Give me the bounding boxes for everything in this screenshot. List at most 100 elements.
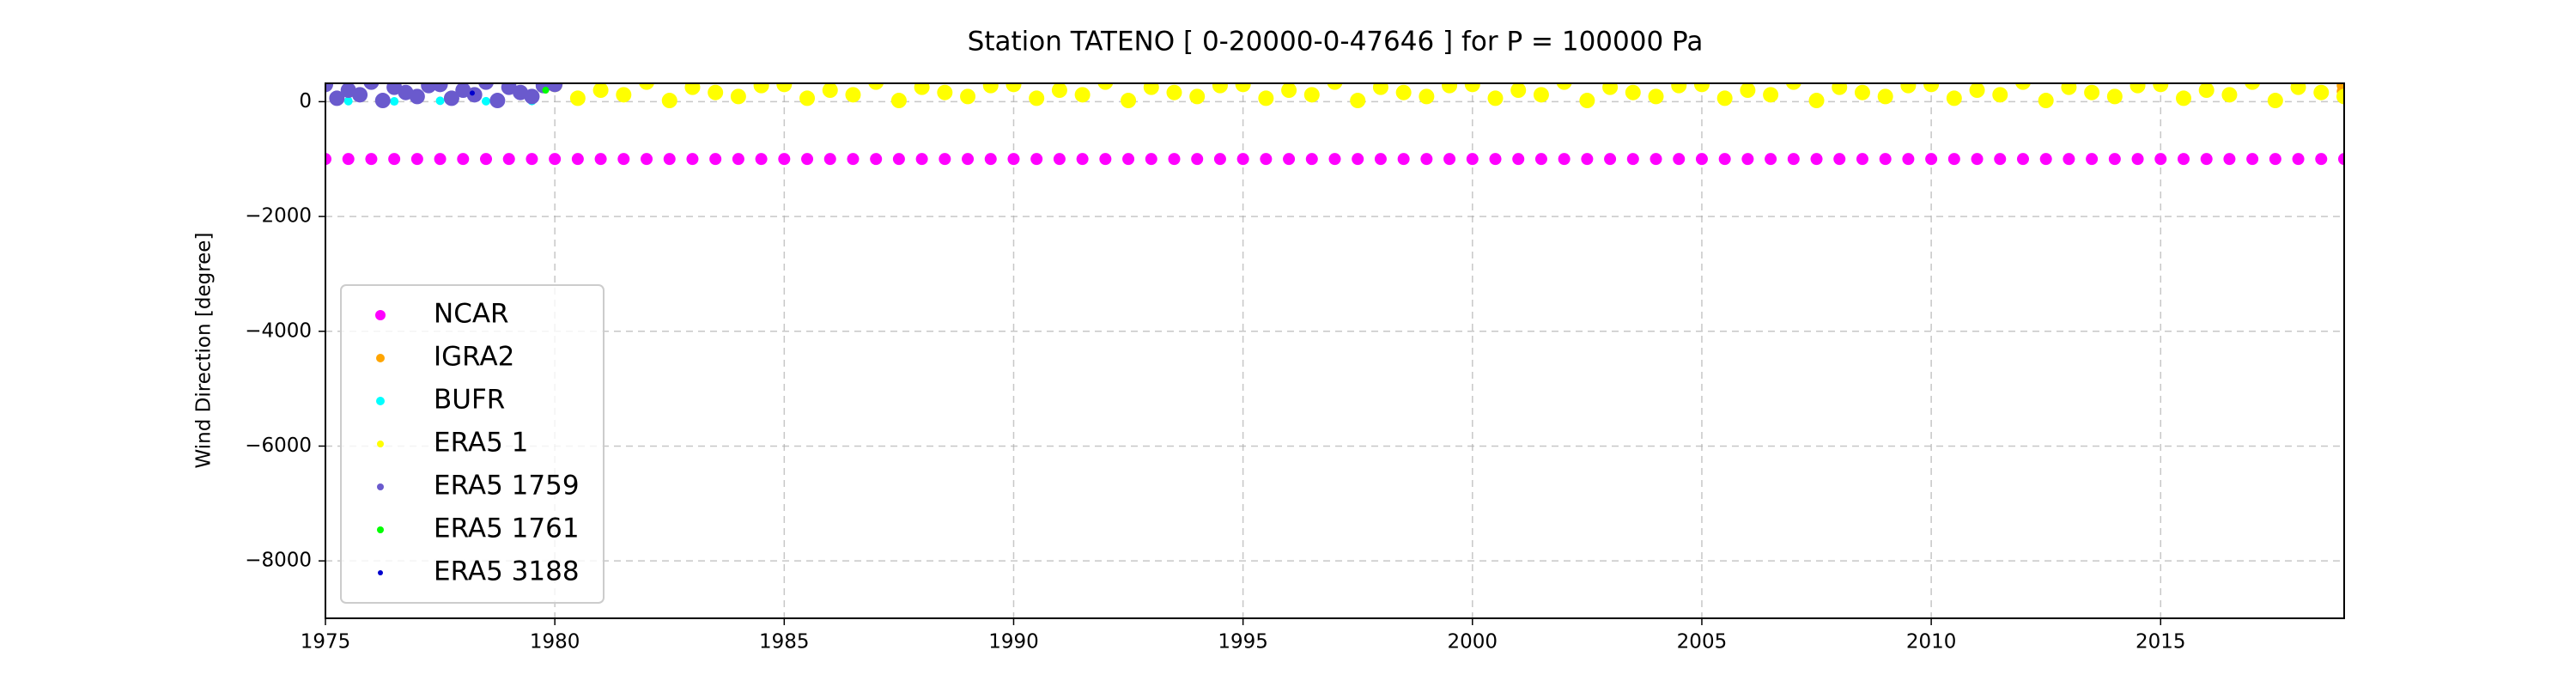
data-point [1030,153,1043,166]
data-point [1099,153,1112,166]
data-point [1947,153,1960,166]
data-point [1969,83,1985,99]
data-point [1740,83,1756,99]
legend-marker [377,526,384,533]
data-point [1763,87,1779,103]
legend-marker [377,441,384,447]
data-point [2223,153,2236,166]
data-point [1260,153,1273,166]
legend-marker [377,483,384,490]
data-point [1122,153,1135,166]
data-point [2221,87,2238,103]
data-point [1350,93,1366,109]
data-point [641,153,653,166]
data-point [1443,153,1456,166]
data-point [1328,153,1341,166]
data-point [2315,153,2328,166]
data-point [914,83,930,95]
data-point [1833,153,1846,166]
data-point [937,84,953,100]
data-point [661,93,677,109]
data-point [2015,83,2031,90]
data-point [1879,153,1892,166]
data-point [1533,87,1549,103]
x-tick-label: 1985 [759,631,810,654]
legend-box [340,284,605,604]
data-point [2038,93,2054,109]
data-point [1352,153,1364,166]
data-point [1695,153,1708,166]
data-point [526,153,538,166]
data-point [1212,83,1228,94]
data-point [1946,90,1962,106]
data-point [2131,153,2144,166]
data-point [686,153,699,166]
x-tick-label: 1990 [988,631,1039,654]
data-point [469,90,475,96]
data-point [732,153,744,166]
data-point [1420,153,1433,166]
data-point [547,83,563,93]
data-point [1305,153,1318,166]
data-point [1145,153,1157,166]
data-point [2061,83,2077,95]
data-point [1235,83,1251,93]
data-point [2338,153,2344,166]
data-point [1395,84,1412,100]
data-point [1718,153,1731,166]
data-point [2246,153,2259,166]
data-point [1832,83,1848,95]
data-point [489,93,506,109]
data-point [1487,90,1504,106]
data-point [939,153,951,166]
data-point [2313,84,2330,100]
data-point [1327,83,1343,90]
legend-marker [376,397,385,405]
data-point [823,153,836,166]
data-point [2106,88,2123,105]
data-point [890,93,907,109]
y-tick-label: −4000 [245,319,312,342]
data-point [388,153,401,166]
data-point [466,87,483,103]
data-point [2108,153,2121,166]
data-point [329,90,345,106]
data-point [1074,87,1091,103]
data-point [363,83,380,90]
data-point [549,153,562,166]
data-point [2336,83,2344,91]
data-point [753,83,769,94]
data-point [1925,153,1938,166]
data-point [1626,153,1639,166]
data-point [1671,83,1687,94]
legend-label: BUFR [434,385,505,416]
data-point [1442,83,1458,94]
y-tick-label: −2000 [245,205,312,228]
data-point [1579,93,1595,109]
x-tick-label: 1980 [530,631,580,654]
legend-marker [376,354,385,362]
data-point [365,153,378,166]
data-point [343,96,353,106]
grid [325,83,2344,618]
data-point [432,83,448,93]
data-point [569,90,586,106]
data-point [1191,153,1204,166]
data-point [1558,153,1571,166]
data-point [1923,83,1940,93]
data-point [868,83,884,90]
data-point [982,83,999,94]
data-point [1854,84,1870,100]
data-point [2063,153,2075,166]
data-point [1741,153,1754,166]
data-point [2016,153,2029,166]
data-point [1374,153,1387,166]
data-point [915,153,928,166]
data-point [2084,84,2100,100]
x-tick-label: 2000 [1448,631,1498,654]
data-point [1556,83,1572,90]
axes-frame [325,82,2345,619]
data-point [1602,83,1619,95]
data-point [1097,83,1114,90]
